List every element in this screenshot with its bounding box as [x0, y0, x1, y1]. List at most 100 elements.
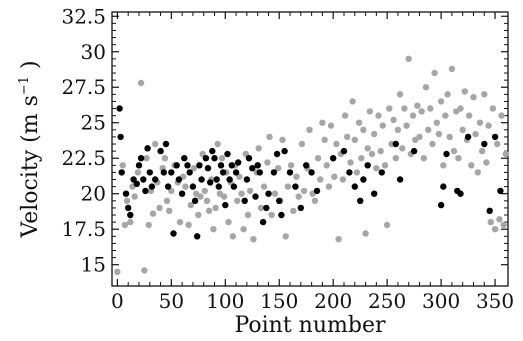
data-point: [468, 162, 475, 169]
data-point: [170, 230, 177, 237]
data-point: [478, 147, 486, 155]
data-point: [162, 140, 170, 148]
data-point: [444, 91, 451, 98]
data-point: [335, 236, 342, 243]
data-point: [414, 102, 421, 109]
y-tick-label: 17.5: [61, 217, 106, 241]
x-tick-label: 0: [111, 289, 124, 313]
data-point: [311, 197, 319, 204]
data-point: [440, 183, 447, 190]
data-point: [221, 193, 228, 200]
data-point: [351, 183, 358, 190]
data-point: [228, 162, 235, 169]
y-tick-label: 30: [81, 40, 106, 64]
data-point: [298, 140, 306, 148]
data-point: [252, 193, 259, 200]
data-point: [149, 210, 157, 217]
data-point: [161, 155, 169, 162]
data-point: [144, 145, 151, 152]
data-point: [303, 162, 310, 169]
data-point: [157, 147, 164, 155]
data-point: [435, 130, 443, 138]
data-point: [194, 233, 201, 240]
data-point: [125, 204, 132, 212]
data-point: [476, 119, 484, 126]
data-point: [135, 162, 143, 169]
data-point: [472, 130, 479, 138]
data-point: [368, 150, 376, 158]
data-point: [268, 211, 275, 219]
data-point: [330, 155, 337, 162]
data-point: [317, 176, 324, 183]
data-point: [245, 155, 253, 162]
data-point: [127, 218, 134, 226]
data-point: [146, 169, 153, 176]
data-point: [290, 207, 297, 214]
data-point: [116, 105, 123, 112]
data-point: [319, 119, 326, 126]
data-point: [429, 140, 436, 148]
data-point: [152, 140, 159, 148]
x-axis-title: Point number: [234, 313, 385, 338]
data-point: [440, 162, 447, 169]
x-tick-label: 350: [476, 289, 514, 313]
data-point: [383, 221, 391, 229]
data-point: [207, 179, 214, 186]
y-tick-label: 20: [81, 182, 106, 206]
data-point: [182, 183, 189, 190]
data-point: [140, 176, 147, 183]
data-point: [250, 236, 257, 243]
data-point: [355, 119, 363, 126]
data-point: [205, 207, 213, 214]
data-point: [371, 190, 378, 197]
data-point: [175, 176, 183, 183]
data-point: [279, 136, 286, 143]
data-point: [256, 169, 263, 176]
data-point: [433, 119, 440, 126]
data-point: [246, 187, 254, 195]
data-point: [410, 147, 418, 155]
data-point: [214, 140, 221, 148]
data-point: [401, 105, 408, 112]
data-point: [321, 136, 328, 143]
data-point: [270, 169, 278, 176]
data-point: [366, 108, 374, 115]
data-point: [459, 126, 466, 133]
data-point: [489, 105, 497, 112]
plot-frame: [111, 11, 509, 287]
data-point: [409, 112, 417, 119]
data-point: [362, 230, 369, 237]
data-point: [123, 197, 131, 204]
data-point: [222, 201, 229, 209]
data-point: [240, 226, 247, 233]
data-point: [286, 169, 294, 176]
data-point: [145, 221, 152, 229]
data-point: [196, 162, 203, 169]
data-point: [189, 183, 197, 190]
data-point: [339, 176, 347, 183]
data-point: [211, 155, 218, 162]
data-point: [364, 145, 371, 152]
data-point: [148, 183, 156, 190]
data-point: [230, 183, 238, 190]
data-point: [420, 155, 427, 162]
data-point: [405, 55, 412, 62]
data-point: [203, 197, 211, 204]
data-point: [394, 126, 402, 133]
data-point: [243, 176, 251, 183]
data-point: [461, 88, 468, 95]
data-point: [437, 201, 445, 209]
data-point: [219, 169, 227, 176]
data-point: [358, 155, 365, 162]
data-point: [137, 155, 145, 162]
data-point: [300, 187, 308, 195]
data-point: [218, 155, 226, 162]
data-point: [215, 183, 222, 190]
data-point: [209, 147, 216, 155]
x-tick-label: 50: [159, 289, 184, 313]
data-point: [217, 162, 225, 169]
data-point: [292, 183, 299, 190]
data-point: [178, 190, 186, 197]
data-point: [137, 79, 145, 87]
